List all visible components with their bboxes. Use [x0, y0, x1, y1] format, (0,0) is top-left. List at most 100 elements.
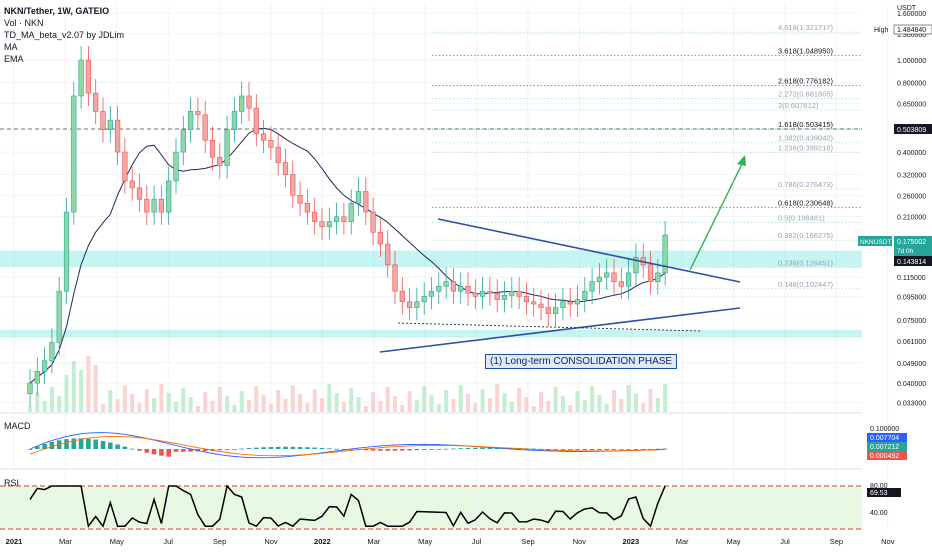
candle-body [115, 119, 121, 153]
volume-bar [57, 396, 62, 412]
macd-histogram-bar [144, 449, 150, 453]
ma-legend[interactable]: MA [4, 42, 18, 52]
y-tick-label: 0.800000 [897, 81, 926, 88]
rsi-tick-label: 80.00 [870, 483, 888, 490]
macd-line [29, 432, 666, 459]
candle-body [633, 257, 639, 274]
fib-level-label: 0.148(0.102447) [778, 280, 834, 289]
volume-bar [407, 391, 412, 412]
macd-histogram-bar [370, 449, 376, 451]
candle-body [333, 216, 340, 222]
y-tick-label: 0.061000 [897, 339, 926, 346]
candle-body [545, 307, 551, 314]
macd-histogram-bar [575, 449, 580, 450]
candle-body [406, 301, 413, 308]
candle-body [312, 211, 318, 222]
candle-body [195, 111, 201, 116]
x-tick-label: Nov [264, 537, 278, 546]
volume-bar [188, 397, 193, 412]
x-tick-label: Jul [472, 537, 482, 546]
candle-body [450, 281, 457, 292]
macd-histogram-bar [611, 449, 617, 450]
candle-body [209, 139, 216, 158]
macd-histogram-bar [560, 449, 566, 450]
candle-body [348, 203, 354, 222]
x-tick-label: Mar [59, 537, 72, 546]
candle-body [166, 180, 172, 213]
volume-bar [633, 394, 638, 412]
candle-body [231, 111, 238, 131]
volume-bar [568, 405, 573, 412]
macd-histogram-bar [268, 446, 274, 449]
candle-body [458, 285, 464, 292]
fib-level-label: 4.618(1.321717) [778, 23, 834, 32]
x-tick-label: May [418, 537, 432, 546]
y-tick-label: 0.320000 [897, 172, 926, 179]
volume-bar [612, 390, 616, 412]
macd-histogram-bar [129, 448, 135, 450]
macd-histogram-bar [166, 449, 171, 457]
candle-body [487, 290, 493, 294]
last-price-pill [894, 236, 932, 256]
volume-bar [49, 387, 54, 412]
candle-body [538, 303, 544, 308]
volume-bar [458, 385, 463, 412]
x-tick-label: Jul [780, 537, 790, 546]
volume-bar [195, 406, 200, 412]
candle-body [319, 221, 325, 228]
volume-bar [560, 396, 565, 412]
ema-legend[interactable]: EMA [4, 54, 24, 64]
volume-bar [546, 401, 551, 412]
macd-histogram-bar [86, 438, 91, 449]
y-tick-label: 0.049000 [897, 361, 926, 368]
volume-bar [42, 401, 47, 412]
y-tick-label: 1.000000 [897, 58, 926, 65]
volume-bar [86, 356, 91, 412]
volume-bar [305, 403, 310, 412]
candle-body [611, 272, 617, 282]
candle-body [414, 301, 420, 308]
macd-histogram-bar [27, 449, 33, 450]
projection-arrow [689, 157, 746, 271]
macd-histogram-bar [407, 449, 412, 451]
volume-bar [254, 386, 259, 412]
ma-value-pill [894, 256, 932, 266]
volume-bar [422, 386, 427, 412]
macd-histogram-bar [363, 449, 369, 451]
fib-level-label: 2.618(0.776182) [778, 77, 834, 86]
ma-value: 0.143814 [897, 259, 926, 266]
volume-bar [400, 405, 405, 412]
candle-body [501, 294, 508, 300]
candle-body [260, 133, 267, 141]
macd-histogram-bar [582, 449, 588, 451]
candle-body [582, 290, 588, 300]
volume-bar [115, 399, 120, 412]
candle-body [479, 290, 486, 297]
volume-bar [385, 387, 390, 412]
macd-histogram-bar [188, 449, 193, 452]
candle-body [129, 180, 135, 189]
macd-histogram-bar [473, 447, 478, 449]
td-indicator-legend[interactable]: TD_MA_beta_v2.07 by JDLim [4, 30, 125, 40]
last-price-value: 0.175002 [897, 239, 926, 246]
macd-histogram-bar [640, 449, 646, 450]
macd-histogram-bar [283, 446, 288, 449]
volume-bar [641, 403, 646, 412]
candle-body [275, 146, 281, 163]
volume-bar [283, 399, 288, 412]
macd-histogram-bar [319, 447, 325, 449]
macd-histogram-bar [115, 444, 120, 449]
volume-legend[interactable]: Vol · NKN [4, 18, 44, 28]
rsi-pane-label[interactable]: RSI [4, 478, 20, 488]
volume-bar [239, 391, 244, 412]
candle-body [421, 296, 427, 303]
y-tick-label: 0.210000 [897, 215, 926, 222]
x-tick-label: Sep [521, 537, 534, 546]
macd-tick-label: 0.007212 [870, 444, 899, 451]
macd-histogram-bar [546, 449, 551, 450]
fib-level-label: 3.618(1.048950) [778, 46, 834, 55]
macd-pane-label[interactable]: MACD [4, 421, 31, 431]
macd-histogram-bar [458, 448, 463, 450]
macd-histogram-bar [224, 449, 230, 450]
